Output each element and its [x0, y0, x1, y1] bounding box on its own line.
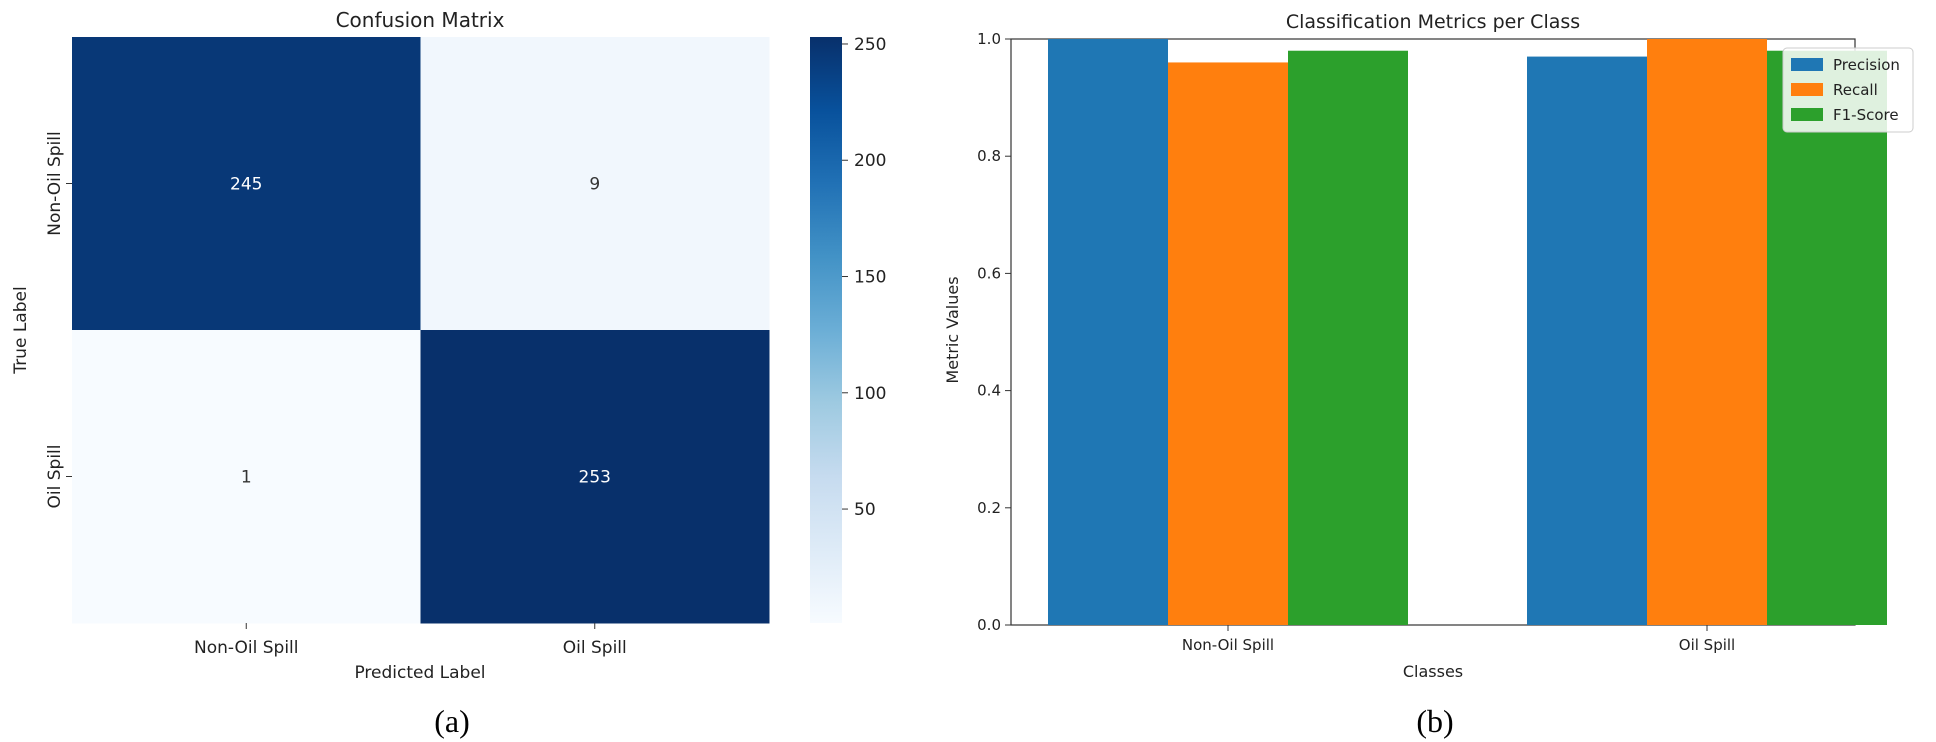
bar-y-ticks: 0.0 0.2 0.4 0.6 0.8 1.0	[977, 30, 1011, 634]
heatmap-cells: 245 9 1 253	[72, 37, 770, 624]
heatmap-y-axis-label: True Label	[11, 286, 31, 374]
bar-y-tick-label: 0.4	[977, 382, 1001, 400]
heatmap-x-tick-label: Non-Oil Spill	[194, 638, 298, 658]
bar-y-tick-label: 0.6	[977, 264, 1001, 282]
bar-precision	[1527, 56, 1647, 625]
bar-y-tick-label: 0.8	[977, 147, 1001, 165]
bar-x-ticks: Non-Oil Spill Oil Spill	[1182, 625, 1735, 654]
caption-a: (a)	[434, 703, 470, 739]
bars	[1048, 39, 1887, 626]
heatmap-cell	[420, 37, 770, 331]
heatmap-cell	[72, 330, 421, 624]
colorbar: 50 100 150 200 250	[810, 35, 886, 623]
heatmap-tick-labels: Non-Oil Spill Oil Spill Non-Oil Spill Oil S…	[45, 131, 627, 658]
bar-recall	[1647, 39, 1767, 625]
bar-f1-score	[1288, 50, 1408, 626]
colorbar-tick-label: 150	[854, 268, 886, 288]
heatmap-x-axis-label: Predicted Label	[354, 663, 485, 683]
bar-recall	[1168, 62, 1288, 625]
colorbar-tick-label: 250	[854, 35, 886, 55]
legend-swatch	[1791, 108, 1823, 121]
heatmap-y-tick-label: Non-Oil Spill	[45, 131, 65, 235]
legend-entry: F1-Score	[1833, 106, 1899, 124]
heatmap-x-tick-label: Oil Spill	[563, 638, 627, 658]
bar-y-tick-label: 1.0	[977, 30, 1001, 48]
bar-f1-score	[1767, 50, 1887, 626]
legend-swatch	[1791, 83, 1823, 96]
heatmap-title: Confusion Matrix	[336, 8, 505, 32]
colorbar-tick-label: 100	[854, 384, 886, 404]
colorbar-ticks: 50 100 150 200 250	[842, 35, 886, 520]
heatmap-cell	[72, 37, 421, 331]
caption-b: (b)	[1416, 703, 1453, 739]
bar-y-tick-label: 0.0	[977, 616, 1001, 634]
bar-y-axis-label: Metric Values	[943, 276, 962, 383]
bar-y-tick-label: 0.2	[977, 499, 1001, 517]
heatmap-cell-value: 1	[241, 468, 252, 488]
bar-precision	[1048, 39, 1168, 625]
legend-entry: Precision	[1833, 56, 1900, 74]
bar-x-axis-label: Classes	[1403, 662, 1463, 681]
heatmap-cell-value: 9	[589, 175, 600, 195]
legend-swatch	[1791, 58, 1823, 71]
colorbar-tick-label: 50	[854, 500, 876, 520]
colorbar-gradient	[810, 37, 842, 623]
confusion-matrix-panel: Confusion Matrix 245 9 1 253 Non-Oil Spill O…	[11, 8, 886, 739]
metrics-bar-panel: Classification Metrics per Class 0.00.20…	[943, 11, 1914, 739]
bar-chart-title: Classification Metrics per Class	[1286, 11, 1580, 33]
heatmap-cell-value: 245	[230, 175, 262, 195]
colorbar-tick-label: 200	[854, 151, 886, 171]
legend: Precision Recall F1-Score	[1782, 47, 1914, 133]
heatmap-y-tick-label: Oil Spill	[45, 445, 65, 509]
bar-x-tick-label: Non-Oil Spill	[1182, 636, 1274, 654]
heatmap-cell	[420, 330, 770, 624]
heatmap-cell-value: 253	[579, 468, 611, 488]
legend-entry: Recall	[1833, 81, 1878, 99]
bar-x-tick-label: Oil Spill	[1679, 636, 1735, 654]
